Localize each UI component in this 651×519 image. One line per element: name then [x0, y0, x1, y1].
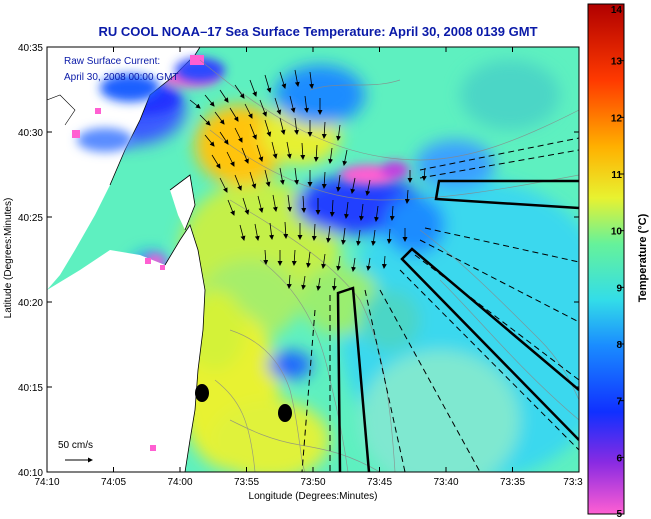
map-title: RU COOL NOAA–17 Sea Surface Temperature:… [98, 24, 537, 39]
x-tick-label: 74:10 [34, 477, 59, 488]
y-axis-label: Latitude (Degrees:Minutes) [3, 198, 14, 319]
colorbar-tick-label: 7 [616, 397, 622, 408]
x-tick-label: 73:40 [433, 477, 458, 488]
colorbar-tick-label: 13 [611, 57, 623, 68]
y-tick-label: 40:10 [18, 468, 43, 479]
colorbar-tick-label: 14 [611, 5, 623, 16]
station-marker [278, 404, 292, 422]
y-axis-ticks: 40:35 40:30 40:25 40:20 40:15 40:10 [18, 43, 579, 479]
x-tick-label: 73:45 [367, 477, 392, 488]
colorbar-tick-label: 10 [611, 227, 623, 238]
colorbar-tick-label: 12 [611, 113, 623, 124]
colorbar-ticks: 5 6 7 8 9 10 11 12 13 14 [611, 3, 624, 519]
x-tick-label: 73:50 [300, 477, 325, 488]
colorbar-tick-label: 6 [616, 453, 622, 464]
x-axis-ticks: 74:10 74:05 74:00 73:55 73:50 73:45 73:40 73:35… [34, 47, 583, 488]
x-tick-label: 73:55 [234, 477, 259, 488]
x-tick-label: 74:05 [101, 477, 126, 488]
colorbar-label: Temperature (°C) [637, 213, 649, 302]
y-tick-label: 40:20 [18, 298, 43, 309]
x-tick-label: 74:00 [167, 477, 192, 488]
y-tick-label: 40:25 [18, 213, 43, 224]
x-tick-label: 73:3 [563, 477, 583, 488]
colorbar-tick-label: 5 [616, 509, 622, 519]
transect-boxes [336, 179, 579, 472]
colorbar-tick-label: 11 [611, 170, 622, 181]
x-tick-label: 73:35 [500, 477, 525, 488]
colorbar-tick-label: 8 [616, 340, 622, 351]
colorbar [587, 3, 625, 515]
current-vectors [189, 69, 427, 291]
scale-label: 50 cm/s [58, 440, 93, 451]
y-tick-label: 40:15 [18, 383, 43, 394]
colorbar-tick-label: 9 [616, 283, 622, 294]
y-tick-label: 40:30 [18, 128, 43, 139]
current-annotation-line1: Raw Surface Current: [64, 56, 160, 67]
station-marker [195, 384, 209, 402]
sst-field: Raw Surface Current: April 30, 2008 00:0… [47, 47, 579, 472]
current-annotation-line2: April 30, 2008 00:00 GMT [64, 72, 179, 83]
y-tick-label: 40:35 [18, 43, 43, 54]
x-axis-label: Longitude (Degrees:Minutes) [249, 491, 378, 502]
